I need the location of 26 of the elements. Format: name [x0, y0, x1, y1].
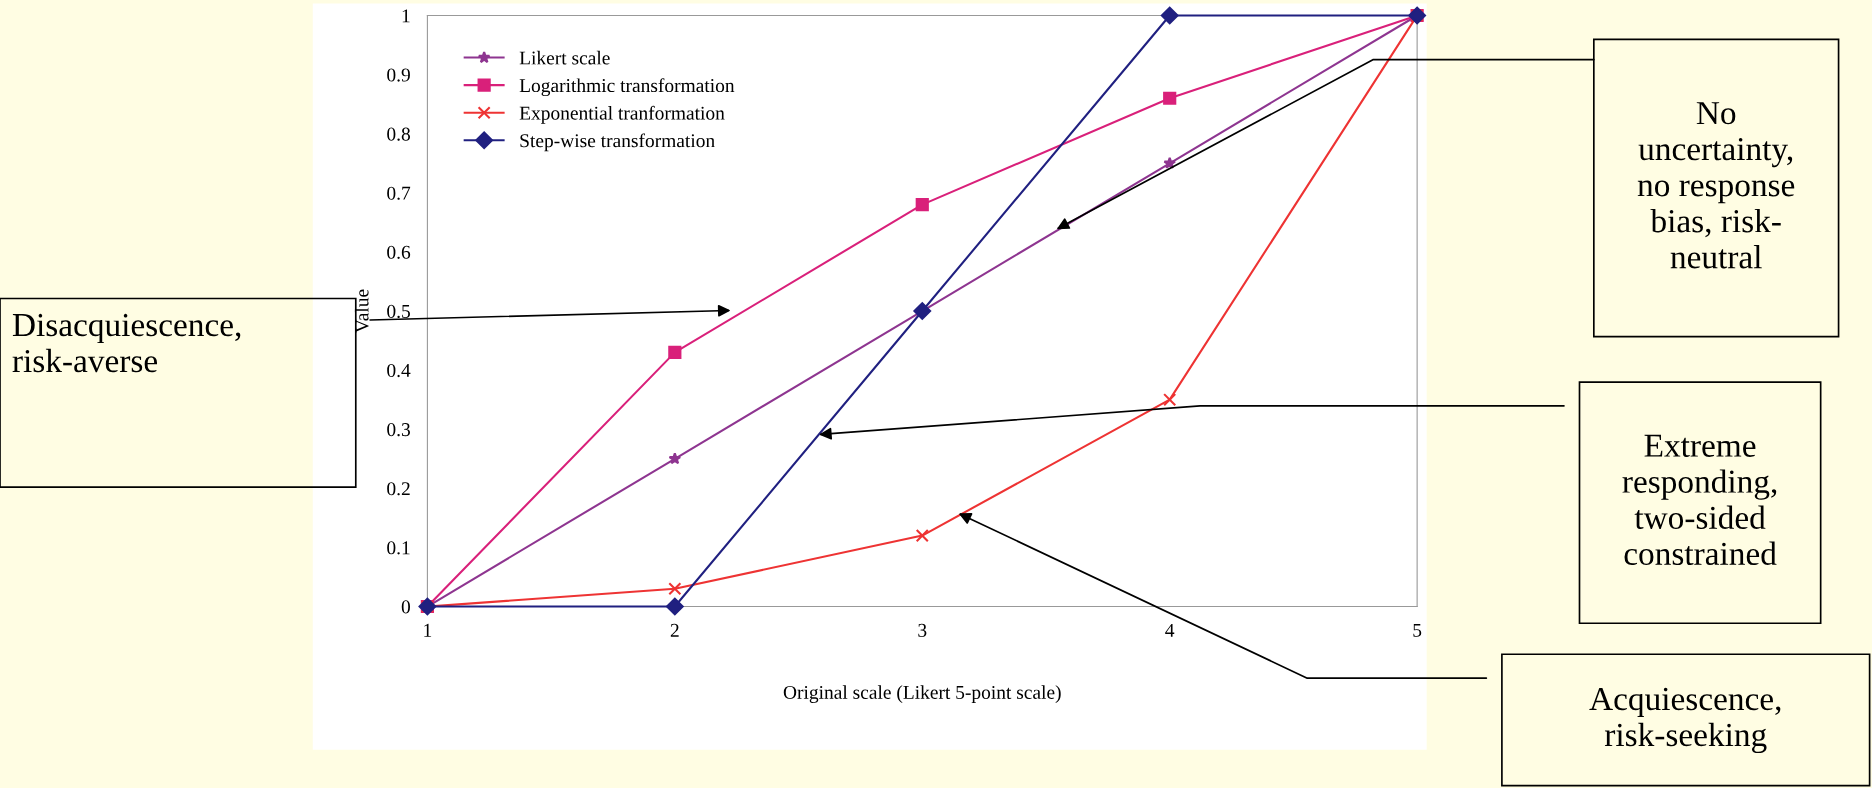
y-tick-label: 0.4	[387, 363, 411, 378]
legend-label: Logarithmic transformation	[519, 78, 735, 97]
y-tick-label: 0.9	[387, 68, 410, 82]
text: Acquiescence, risk-seeking	[1589, 687, 1781, 754]
y-tick-label: 0.6	[387, 245, 411, 259]
text: Extreme responding, two-sided constrained	[1622, 434, 1777, 566]
x-tick-label: 4	[1165, 623, 1175, 637]
y-tick-label: 0.3	[387, 423, 410, 437]
legend-label: Exponential tranformation	[519, 105, 725, 124]
y-tick-label: 0.1	[387, 541, 410, 555]
y-tick-label: 0.7	[387, 186, 411, 200]
x-tick-label: 1	[424, 623, 432, 637]
y-tick-label: 0.5	[387, 304, 410, 319]
y-tick-label: 0.2	[387, 482, 410, 496]
text: Disacquiescence, risk-averse	[12, 313, 241, 373]
y-tick-label: 0	[401, 600, 410, 614]
legend-label: Likert scale	[519, 50, 610, 65]
legend-label: Step-wise transformation	[520, 133, 715, 152]
y-tick-label: 0.8	[387, 127, 410, 141]
x-axis-title: Original scale (Likert 5-point scale)	[783, 685, 1061, 703]
x-tick-label: 3	[918, 623, 927, 637]
y-tick-label: 1	[402, 9, 410, 23]
x-tick-label: 5	[1413, 623, 1422, 637]
text: No uncertainty, no response bias, risk- neutral	[1637, 102, 1795, 269]
y-axis-title: Value	[354, 289, 369, 333]
x-tick-label: 2	[670, 623, 679, 637]
